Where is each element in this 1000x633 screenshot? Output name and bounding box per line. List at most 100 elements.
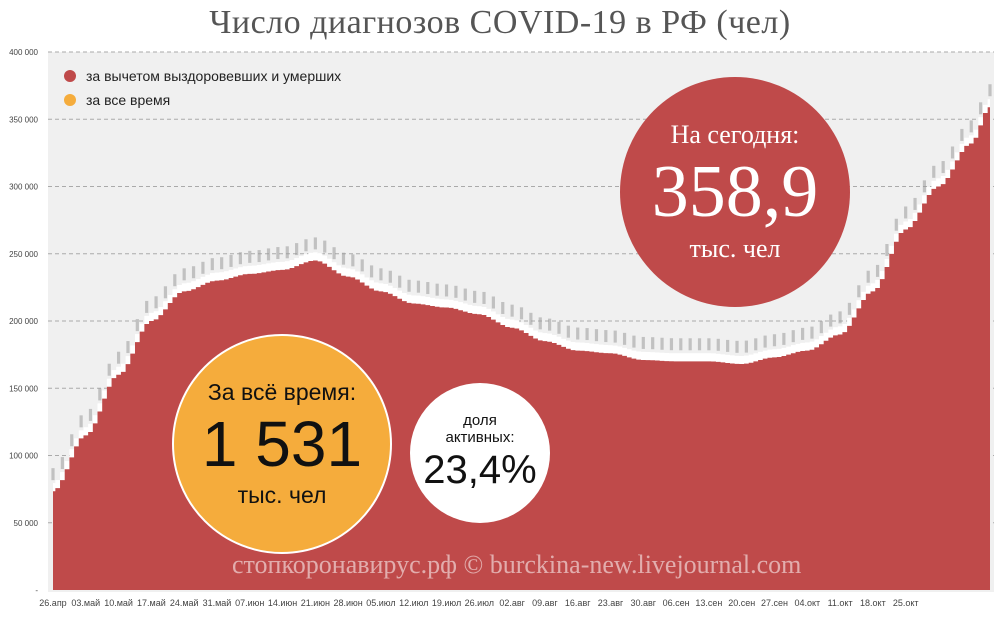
data-label-mark (341, 252, 346, 265)
x-tick-label: 05.июл (366, 598, 395, 608)
data-label-mark (360, 259, 364, 272)
data-label-mark (716, 338, 720, 351)
y-tick-label: 300 000 (9, 183, 38, 192)
x-tick-label: 17.май (137, 598, 166, 608)
data-label-mark (463, 288, 467, 301)
x-tick-label: 28.июн (334, 598, 363, 608)
data-label-mark (688, 338, 692, 351)
x-tick-label: 14.июн (268, 598, 297, 608)
today-unit: тыс. чел (689, 234, 781, 263)
data-label-mark (979, 102, 983, 115)
total-unit: тыс. чел (237, 482, 327, 508)
x-tick-label: 16.авг (565, 598, 591, 608)
data-label-mark (969, 120, 973, 133)
data-label-mark (248, 250, 252, 263)
data-label-mark (782, 332, 786, 345)
data-label-mark (641, 336, 645, 349)
data-label-mark (369, 265, 374, 278)
x-tick-label: 13.сен (695, 598, 722, 608)
data-label-mark (988, 84, 992, 97)
data-label-mark (238, 252, 242, 265)
data-label-mark (632, 335, 636, 348)
x-tick-label: 19.июл (432, 598, 461, 608)
data-label-mark (594, 329, 599, 342)
data-label-mark (566, 325, 570, 338)
data-label-mark (651, 337, 655, 350)
y-axis-labels: - 50 000 100 000 150 000 200 000 250 000 300 0… (9, 48, 38, 595)
data-label-mark (379, 268, 383, 281)
active-share-bubble: доля активных: 23,4% (410, 383, 550, 523)
data-label-mark (697, 338, 702, 351)
y-tick-label: 400 000 (9, 48, 38, 57)
legend: за вычетом выздоровевших и умерших за вс… (64, 68, 341, 108)
data-label-mark (585, 328, 589, 341)
x-tick-label: 25.окт (893, 598, 919, 608)
data-label-mark (904, 206, 908, 219)
data-label-mark (726, 339, 730, 352)
data-label-mark (135, 319, 139, 332)
data-label-mark (941, 161, 945, 174)
data-label-mark (810, 326, 814, 339)
y-tick-label: 250 000 (9, 250, 38, 259)
data-label-mark (932, 165, 936, 178)
data-label-mark (201, 261, 205, 274)
data-label-mark (613, 330, 617, 343)
y-tick-label: 350 000 (9, 115, 38, 124)
data-label-mark (154, 296, 158, 309)
data-label-mark (557, 321, 561, 334)
data-label-mark (388, 270, 392, 283)
y-tick-label: 100 000 (9, 452, 38, 461)
data-label-mark (276, 247, 280, 260)
data-label-mark (323, 240, 327, 253)
legend-swatch-total (64, 94, 76, 106)
data-label-mark (163, 286, 168, 299)
chart-title: Число диагнозов COVID-19 в РФ (чел) (209, 4, 791, 41)
x-axis-labels: 26.апр 03.май 10.май 17.май 24.май 31.май 07.и… (39, 598, 918, 608)
legend-label-active: за вычетом выздоровевших и умерших (86, 68, 341, 84)
watermark: стопкоронавирус.рф © burckina-new.livejo… (232, 550, 802, 579)
data-label-mark (416, 280, 421, 293)
data-label-mark (707, 338, 711, 351)
today-label: На сегодня: (670, 120, 800, 149)
y-tick-label: 200 000 (9, 317, 38, 326)
data-label-mark (875, 264, 880, 277)
x-tick-label: 03.май (71, 598, 100, 608)
data-label-mark (529, 312, 533, 325)
x-tick-label: 31.май (203, 598, 232, 608)
data-label-mark (660, 337, 664, 350)
data-label-mark (51, 468, 55, 481)
x-tick-label: 02.авг (499, 598, 525, 608)
x-tick-label: 20.сен (728, 598, 755, 608)
data-label-mark (229, 254, 233, 267)
data-label-dots (51, 84, 992, 481)
x-tick-label: 26.июл (465, 598, 494, 608)
x-tick-label: 04.окт (794, 598, 820, 608)
data-label-mark (295, 243, 299, 256)
x-tick-label: 24.май (170, 598, 199, 608)
data-label-mark (285, 246, 289, 259)
data-label-mark (772, 334, 777, 347)
x-tick-label: 23.авг (598, 598, 624, 608)
data-label-mark (754, 338, 758, 351)
data-label-mark (398, 275, 402, 288)
data-label-mark (407, 279, 411, 292)
data-label-mark (116, 351, 121, 364)
data-label-mark (838, 311, 842, 324)
data-label-mark (266, 248, 271, 261)
data-label-mark (744, 340, 748, 353)
data-label-mark (426, 282, 430, 295)
total-bubble: За всё время: 1 531 тыс. чел (172, 334, 392, 554)
x-tick-label: 12.июл (399, 598, 428, 608)
data-label-mark (220, 257, 224, 270)
data-label-mark (801, 327, 805, 340)
data-label-mark (491, 296, 495, 309)
data-label-mark (847, 302, 852, 315)
data-label-mark (791, 330, 795, 343)
data-label-mark (79, 415, 83, 428)
data-label-mark (304, 239, 308, 252)
x-tick-label: 27.сен (761, 598, 788, 608)
today-value: 358,9 (651, 151, 819, 233)
data-label-mark (351, 254, 355, 267)
data-label-mark (669, 338, 674, 351)
